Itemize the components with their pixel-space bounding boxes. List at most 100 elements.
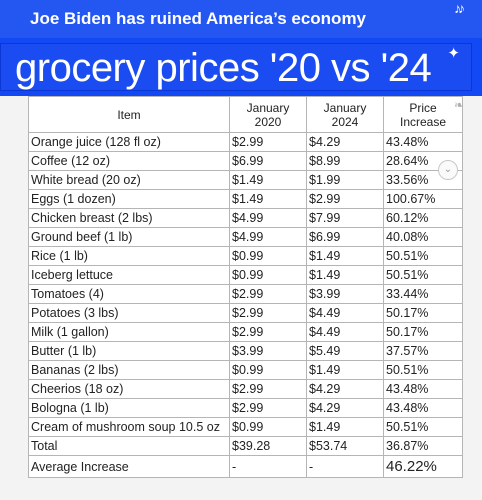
- item-cell: Coffee (12 oz): [28, 151, 230, 171]
- table-row: Tomatoes (4) $2.99 $3.99 33.44%: [28, 284, 463, 304]
- total-2020-cell: $39.28: [229, 436, 307, 456]
- total-2024-cell: $53.74: [306, 436, 384, 456]
- chevron-down-icon[interactable]: ⌄: [438, 160, 458, 180]
- table-row: White bread (20 oz) $1.49 $1.99 33.56%: [28, 170, 463, 190]
- increase-cell: 60.12%: [383, 208, 463, 228]
- table-row: Rice (1 lb) $0.99 $1.49 50.51%: [28, 246, 463, 266]
- price-2024-cell: $1.49: [306, 360, 384, 380]
- price-2020-cell: $2.99: [229, 379, 307, 399]
- table-row: Ground beef (1 lb) $4.99 $6.99 40.08%: [28, 227, 463, 247]
- price-2024-cell: $8.99: [306, 151, 384, 171]
- item-cell: Orange juice (128 fl oz): [28, 132, 230, 152]
- average-row: Average Increase - -46.22%: [28, 455, 463, 478]
- price-2024-cell: $3.99: [306, 284, 384, 304]
- table-row: Potatoes (3 lbs) $2.99 $4.49 50.17%: [28, 303, 463, 323]
- table-row: Orange juice (128 fl oz) $2.99 $4.29 43.48%: [28, 132, 463, 152]
- item-cell: White bread (20 oz): [28, 170, 230, 190]
- price-2020-cell: $2.99: [229, 303, 307, 323]
- increase-cell: 50.51%: [383, 265, 463, 285]
- average-label: Average Increase: [28, 455, 230, 478]
- total-label: Total: [28, 436, 230, 456]
- price-2024-cell: $2.99: [306, 189, 384, 209]
- price-2020-cell: $3.99: [229, 341, 307, 361]
- price-2020-cell: $4.99: [229, 208, 307, 228]
- item-cell: Rice (1 lb): [28, 246, 230, 266]
- header-item: Item: [28, 96, 230, 133]
- increase-cell: 50.51%: [383, 246, 463, 266]
- item-cell: Cream of mushroom soup 10.5 oz: [28, 417, 230, 437]
- item-cell: Ground beef (1 lb): [28, 227, 230, 247]
- header-jan-2020-month: January: [246, 100, 290, 115]
- sparkle-icon: ✦: [447, 45, 460, 62]
- increase-cell: 50.51%: [383, 360, 463, 380]
- item-cell: Chicken breast (2 lbs): [28, 208, 230, 228]
- price-2024-cell: $1.49: [306, 265, 384, 285]
- total-row: Total $39.28 $53.74 36.87%: [28, 436, 463, 456]
- table-row: Iceberg lettuce $0.99 $1.49 50.51%: [28, 265, 463, 285]
- leaf-icon: ❧: [453, 98, 464, 112]
- header-jan-2020: January 2020: [229, 96, 307, 133]
- price-2024-cell: $4.29: [306, 398, 384, 418]
- price-2024-cell: $1.49: [306, 246, 384, 266]
- average-2024-cell: -: [306, 455, 384, 478]
- table-row: Milk (1 gallon) $2.99 $4.49 50.17%: [28, 322, 463, 342]
- header-price-increase: Price Increase: [383, 96, 463, 133]
- header-increase-label: Increase: [399, 114, 447, 129]
- increase-cell: 43.48%: [383, 398, 463, 418]
- price-2024-cell: $4.49: [306, 322, 384, 342]
- header-jan-2024: January 2024: [306, 96, 384, 133]
- table-header-row: Item January 2020 January 2024 Price Inc…: [28, 96, 463, 133]
- price-sheet: Item January 2020 January 2024 Price Inc…: [0, 96, 482, 500]
- price-2020-cell: $0.99: [229, 417, 307, 437]
- price-2024-cell: $5.49: [306, 341, 384, 361]
- price-2020-cell: $6.99: [229, 151, 307, 171]
- increase-cell: 40.08%: [383, 227, 463, 247]
- increase-cell: 37.57%: [383, 341, 463, 361]
- price-2024-cell: $4.29: [306, 379, 384, 399]
- price-2020-cell: $2.99: [229, 322, 307, 342]
- increase-cell: 50.17%: [383, 322, 463, 342]
- price-2024-cell: $4.49: [306, 303, 384, 323]
- item-cell: Potatoes (3 lbs): [28, 303, 230, 323]
- price-2020-cell: $0.99: [229, 246, 307, 266]
- title-banner-box: grocery prices '20 vs '24: [0, 43, 472, 91]
- header-jan-2024-year: 2024: [331, 114, 359, 129]
- price-2020-cell: $1.49: [229, 189, 307, 209]
- table-row: Cheerios (18 oz) $2.99 $4.29 43.48%: [28, 379, 463, 399]
- price-2024-cell: $1.99: [306, 170, 384, 190]
- item-cell: Tomatoes (4): [28, 284, 230, 304]
- table-row: Cream of mushroom soup 10.5 oz $0.99 $1.49…: [28, 417, 463, 437]
- item-cell: Bologna (1 lb): [28, 398, 230, 418]
- increase-cell: 43.48%: [383, 132, 463, 152]
- item-cell: Cheerios (18 oz): [28, 379, 230, 399]
- header-price-label: Price: [409, 100, 437, 115]
- item-cell: Butter (1 lb): [28, 341, 230, 361]
- increase-cell: 50.51%: [383, 417, 463, 437]
- header-jan-2020-year: 2020: [254, 114, 282, 129]
- price-2024-cell: $6.99: [306, 227, 384, 247]
- post-caption: Joe Biden has ruined America’s economy: [0, 0, 482, 38]
- price-table: Item January 2020 January 2024 Price Inc…: [28, 96, 463, 478]
- item-cell: Iceberg lettuce: [28, 265, 230, 285]
- item-cell: Eggs (1 dozen): [28, 189, 230, 209]
- price-2024-cell: $4.29: [306, 132, 384, 152]
- banner-title: grocery prices '20 vs '24: [15, 46, 432, 90]
- total-increase-cell: 36.87%: [383, 436, 463, 456]
- price-2020-cell: $1.49: [229, 170, 307, 190]
- header-jan-2024-month: January: [323, 100, 367, 115]
- price-2024-cell: $7.99: [306, 208, 384, 228]
- increase-cell: 33.44%: [383, 284, 463, 304]
- table-row: Butter (1 lb) $3.99 $5.49 37.57%: [28, 341, 463, 361]
- price-2020-cell: $2.99: [229, 398, 307, 418]
- price-2024-cell: $1.49: [306, 417, 384, 437]
- price-2020-cell: $2.99: [229, 284, 307, 304]
- table-row: Chicken breast (2 lbs) $4.99 $7.99 60.12%: [28, 208, 463, 228]
- table-row: Bananas (2 lbs) $0.99 $1.49 50.51%: [28, 360, 463, 380]
- price-2020-cell: $4.99: [229, 227, 307, 247]
- increase-cell: 100.67%: [383, 189, 463, 209]
- music-notes-icon: ♪♪: [454, 0, 465, 16]
- table-row: Coffee (12 oz) $6.99 $8.99 28.64%: [28, 151, 463, 171]
- table-row: Bologna (1 lb) $2.99 $4.29 43.48%: [28, 398, 463, 418]
- increase-cell: 43.48%: [383, 379, 463, 399]
- price-2020-cell: $0.99: [229, 360, 307, 380]
